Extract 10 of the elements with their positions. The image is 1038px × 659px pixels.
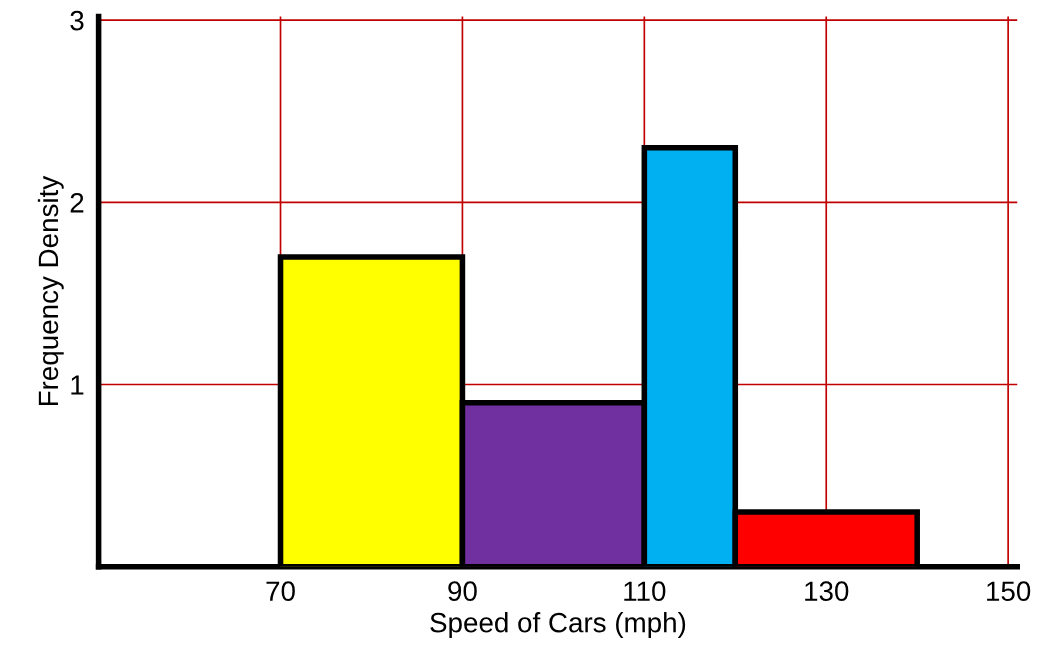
y-tick-label: 1 xyxy=(71,375,84,395)
y-tick-label: 2 xyxy=(70,192,84,213)
x-tick-label: 110 xyxy=(624,581,666,602)
x-tick-label: 150 xyxy=(987,581,1031,602)
x-tick-label: 70 xyxy=(266,581,295,602)
y-tick-label: 3 xyxy=(70,10,84,31)
x-axis-title: Speed of Cars (mph) xyxy=(430,612,686,638)
x-tick-label: 130 xyxy=(805,581,849,602)
x-tick-label: 90 xyxy=(448,581,477,602)
y-axis-title: Frequency Density xyxy=(37,175,64,406)
